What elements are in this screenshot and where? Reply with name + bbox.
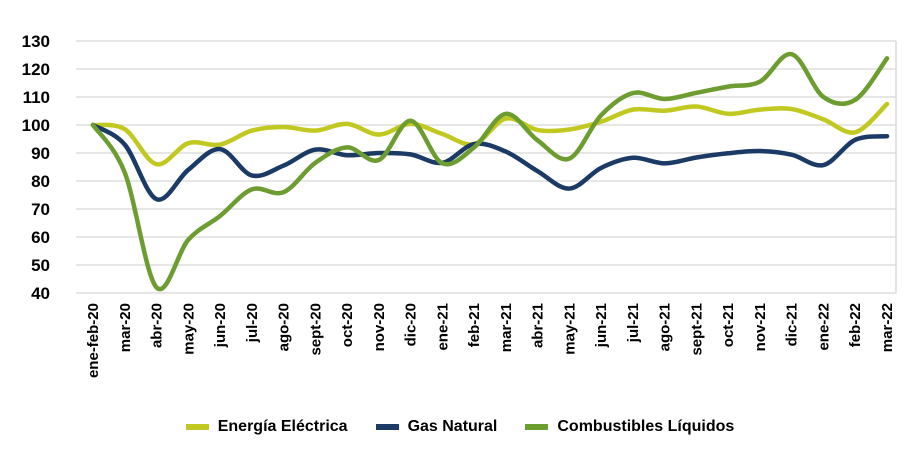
x-axis-label-feb-22: feb-22 [847,303,864,347]
x-axis-label-may-20: may-20 [180,303,197,355]
x-axis-label-jul-20: jul-20 [244,303,261,343]
series-line-energ-a-el-ctrica [90,101,890,167]
x-axis-label-jun-20: jun-20 [212,303,229,348]
legend-marker-icon [375,424,399,430]
x-axis-label-ene-21: ene-21 [434,303,451,351]
x-axis-label-nov-21: nov-21 [752,303,769,351]
y-axis-label-50: 50 [31,256,50,275]
legend-label: Gas Natural [407,418,498,435]
x-axis-label-abr-21: abr-21 [530,303,547,348]
line-chart-plot-area: 40 50 60 70 80 90 100 110 120 130 ene-feb-20 mar-20… [22,32,897,378]
x-axis-label-nov-20: nov-20 [371,303,388,351]
x-axis-label-dic-21: dic-21 [784,303,801,346]
y-axis-label-100: 100 [22,116,50,135]
x-axis-label-sept-21: sept-21 [688,303,705,356]
x-axis-label-mar-22: mar-22 [879,303,896,352]
legend-label: Combustibles Líquidos [557,418,735,435]
chart-legend: Energía Eléctrica Gas Natural Combustibles… [0,418,920,436]
x-axis-label-feb-21: feb-21 [466,303,483,347]
legend-item-gas-natural: Gas Natural [375,418,498,436]
y-axis-label-80: 80 [31,172,50,191]
legend-item-energ-a-el-ctrica: Energía Eléctrica [185,418,348,436]
x-axis-label-ene-feb-20: ene-feb-20 [85,303,102,378]
x-axis-label-ago-21: ago-21 [657,303,674,351]
legend-marker-icon [525,424,549,430]
x-axis-label-oct-21: oct-21 [720,303,737,347]
x-axis-label-ago-20: ago-20 [276,303,293,351]
legend-item-combustibles-l-quidos: Combustibles Líquidos [525,418,734,436]
legend-marker-icon [185,424,209,430]
x-axis-label-sept-20: sept-20 [307,303,324,356]
x-axis-label-ene-22: ene-22 [815,303,832,351]
x-axis-label-jun-21: jun-21 [593,303,610,348]
x-axis-label-mar-21: mar-21 [498,303,515,352]
x-axis-label-jul-21: jul-21 [625,303,642,343]
legend-label: Energía Eléctrica [217,418,348,435]
y-axis-label-60: 60 [31,228,50,247]
series-line-gas-natural [90,122,890,202]
y-axis-label-110: 110 [23,88,50,107]
x-axis-label-dic-20: dic-20 [403,303,420,346]
y-axis-label-40: 40 [31,284,50,303]
y-axis-label-120: 120 [22,60,50,79]
x-axis-label-mar-20: mar-20 [117,303,134,352]
y-axis-label-70: 70 [31,200,50,219]
y-axis-label-130: 130 [22,32,50,51]
x-axis-label-oct-20: oct-20 [339,303,356,347]
y-axis-label-90: 90 [31,144,50,163]
series-line-combustibles-l-quidos [90,51,890,292]
x-axis-label-may-21: may-21 [561,303,578,355]
x-axis-label-abr-20: abr-20 [149,303,166,348]
